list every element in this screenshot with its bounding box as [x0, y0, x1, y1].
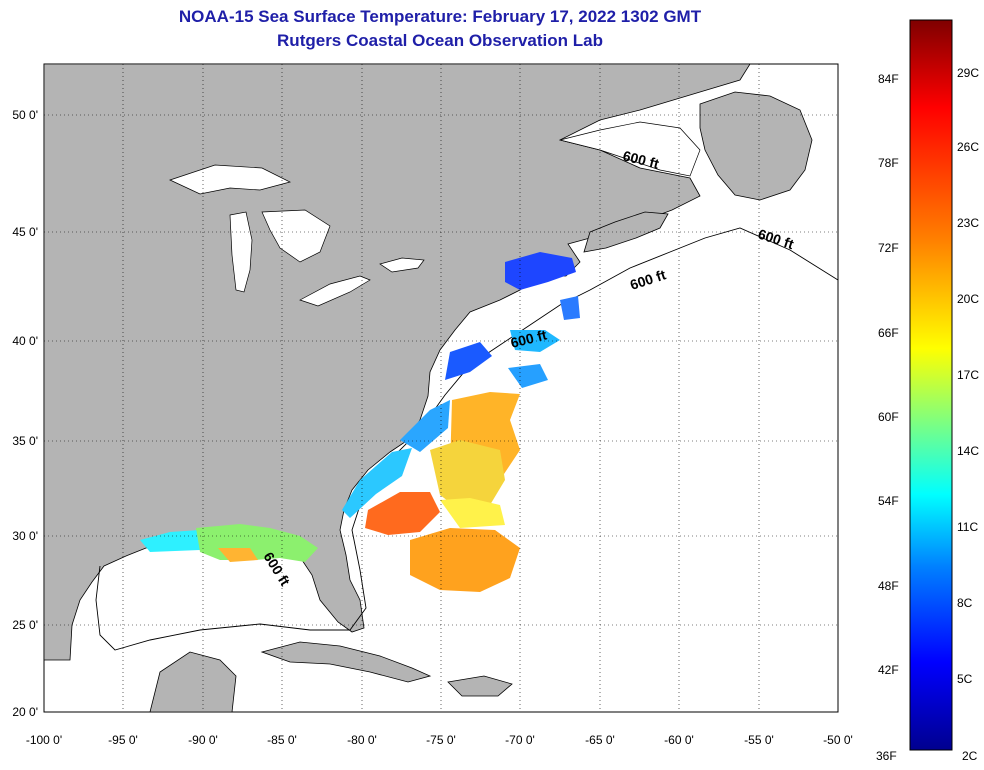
colorbar-c-label: 14C — [957, 444, 980, 458]
lon-label: -90 0' — [188, 733, 218, 747]
lon-label: -50 0' — [823, 733, 853, 747]
lon-label: -100 0' — [26, 733, 62, 747]
lat-label: 35 0' — [12, 434, 38, 448]
land-hispaniola — [447, 675, 513, 697]
colorbar-c-label: 20C — [957, 292, 980, 306]
colorbar-c-label: 8C — [957, 596, 973, 610]
land-yucatan — [149, 651, 237, 712]
lon-label: -75 0' — [426, 733, 456, 747]
colorbar-f-label: 66F — [878, 326, 899, 340]
lon-label: -60 0' — [664, 733, 694, 747]
lon-label: -85 0' — [267, 733, 297, 747]
great-lakes — [169, 164, 425, 307]
lon-label: -65 0' — [585, 733, 615, 747]
lon-label: -55 0' — [744, 733, 774, 747]
colorbar-f-label: 36F — [876, 749, 897, 763]
land-nova-scotia — [583, 211, 669, 253]
longitude-labels: -100 0' -95 0' -90 0' -85 0' -80 0' -75 … — [26, 733, 853, 747]
lat-label: 25 0' — [12, 618, 38, 632]
lon-label: -95 0' — [108, 733, 138, 747]
land-cuba — [260, 641, 432, 683]
colorbar-c-label: 17C — [957, 368, 980, 382]
lon-label: -80 0' — [347, 733, 377, 747]
lat-label: 50 0' — [12, 108, 38, 122]
colorbar-c-label: 5C — [957, 672, 973, 686]
colorbar-c-label: 29C — [957, 66, 980, 80]
lat-label: 45 0' — [12, 225, 38, 239]
colorbar-f-label: 42F — [878, 663, 899, 677]
colorbar-c-label: 2C — [962, 749, 978, 763]
colorbar-f-label: 48F — [878, 579, 899, 593]
colorbar-c-label: 23C — [957, 216, 980, 230]
gulf-st-lawrence — [559, 121, 701, 177]
colorbar-f-label: 72F — [878, 241, 899, 255]
sst-swaths — [140, 252, 580, 592]
latitude-labels: 50 0' 45 0' 40 0' 35 0' 30 0' 25 0' 20 0… — [12, 108, 38, 719]
colorbar-f-label: 54F — [878, 494, 899, 508]
lat-label: 40 0' — [12, 334, 38, 348]
land-newfoundland — [699, 91, 813, 201]
map-title: NOAA-15 Sea Surface Temperature: Februar… — [178, 7, 702, 26]
colorbar-c-label: 26C — [957, 140, 980, 154]
graticule — [44, 64, 838, 712]
colorbar-f-label: 78F — [878, 156, 899, 170]
lat-label: 30 0' — [12, 529, 38, 543]
lon-label: -70 0' — [505, 733, 535, 747]
colorbar-f-label: 84F — [878, 72, 899, 86]
lat-label: 20 0' — [12, 705, 38, 719]
colorbar — [909, 19, 953, 751]
colorbar-c-label: 11C — [957, 520, 979, 534]
colorbar-f-label: 60F — [878, 410, 899, 424]
map-subtitle: Rutgers Coastal Ocean Observation Lab — [277, 31, 603, 50]
